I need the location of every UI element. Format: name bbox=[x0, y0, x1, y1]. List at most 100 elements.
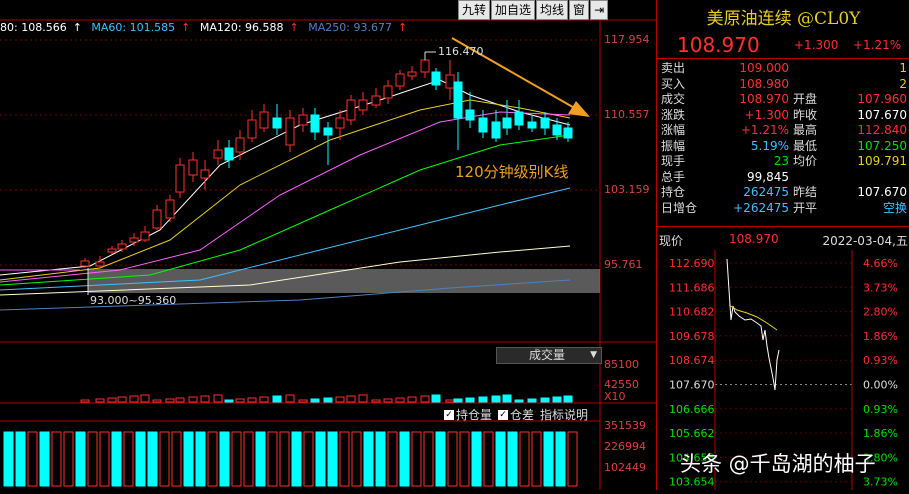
volume-bar bbox=[175, 397, 185, 403]
candle-body bbox=[285, 117, 295, 146]
intraday-price-tick: 110.682 bbox=[669, 306, 715, 319]
quote-field-label: 卖出 bbox=[661, 61, 686, 75]
window-button[interactable]: 窗 bbox=[569, 0, 590, 20]
candle-body bbox=[407, 71, 417, 77]
oi-bar bbox=[183, 431, 194, 487]
volume-bar bbox=[491, 395, 501, 403]
oi-bar bbox=[267, 431, 278, 487]
candle-body bbox=[552, 124, 562, 136]
moving-average-line bbox=[0, 187, 571, 291]
trend-arrow-head bbox=[568, 101, 590, 117]
candle-body bbox=[453, 81, 463, 119]
oi-bar bbox=[375, 431, 386, 487]
oi-bar bbox=[387, 431, 398, 487]
oi-checkbox-label: 持仓量 bbox=[456, 408, 493, 422]
oi-bar bbox=[99, 431, 110, 487]
intraday-price-tick: 108.674 bbox=[669, 354, 715, 367]
watermark: 头条 @千岛湖的柚子 bbox=[680, 452, 876, 476]
candle-body bbox=[200, 169, 210, 179]
quote-field-value: 108.970 bbox=[739, 92, 789, 106]
volume-bar bbox=[129, 395, 139, 403]
quote-field-label: 日增仓 bbox=[661, 200, 698, 215]
intraday-price-line bbox=[726, 258, 780, 391]
oi-bar bbox=[447, 431, 458, 487]
indicator-help-link[interactable]: 指标说明 bbox=[540, 408, 589, 422]
candle-body bbox=[80, 260, 90, 267]
quote-field-value: 108.980 bbox=[739, 76, 789, 91]
quote-field-label: 开平 bbox=[793, 200, 818, 215]
quote-field-value: +1.21% bbox=[740, 123, 789, 137]
oi-bar bbox=[171, 431, 182, 487]
volume-bar bbox=[213, 394, 223, 403]
add-watchlist-button[interactable]: 加自选 bbox=[491, 0, 536, 20]
oi-bar bbox=[231, 431, 242, 487]
oi-bar bbox=[483, 431, 494, 487]
volume-bar bbox=[188, 396, 198, 403]
candle-body bbox=[310, 114, 320, 133]
price-change-pct: +1.21% bbox=[853, 38, 902, 52]
quote-row: 买入 108.980 2 bbox=[659, 76, 909, 91]
intraday-price-tick: 105.662 bbox=[669, 427, 715, 440]
candle-body bbox=[540, 117, 550, 129]
checkbox-checked-icon: ✓ bbox=[444, 409, 454, 420]
oi-bar bbox=[435, 431, 446, 487]
candle-body bbox=[323, 127, 333, 136]
quote-row: 涨幅 +1.21% 最高 112.840 bbox=[659, 124, 909, 137]
volume-select[interactable]: 成交量 ▼ bbox=[496, 347, 602, 364]
volume-bar bbox=[478, 396, 488, 403]
intraday-pct-tick: 4.66% bbox=[863, 257, 898, 270]
oi-bar bbox=[303, 431, 314, 487]
oi-bar bbox=[423, 431, 434, 487]
candle-body bbox=[298, 114, 308, 126]
intraday-pct-tick: 0.93% bbox=[863, 403, 898, 416]
support-zone bbox=[88, 269, 600, 293]
price-change: +1.300 bbox=[794, 38, 839, 52]
quote-row: 振幅 5.19% 最低 107.250 bbox=[659, 139, 909, 153]
candle-body bbox=[502, 117, 512, 129]
volume-bars bbox=[80, 394, 573, 403]
volume-bar bbox=[407, 396, 417, 403]
intraday-price-tick: 109.678 bbox=[669, 330, 715, 343]
kline-chart[interactable]: 80: 108.566 ↑ MA60: 101.585 ↑ MA120: 96.58… bbox=[0, 0, 656, 490]
price-tick: 117.954 bbox=[604, 33, 650, 46]
oi-bar bbox=[87, 431, 98, 487]
zone-label: 93.000~95.360 bbox=[90, 294, 177, 307]
volume-bar bbox=[563, 395, 573, 403]
ma-button[interactable]: 均线 bbox=[536, 0, 569, 20]
chevron-down-icon: ▼ bbox=[590, 350, 597, 360]
quote-field-value: 107.670 bbox=[857, 185, 907, 199]
diff-checkbox[interactable]: ✓ 仓差 bbox=[498, 406, 534, 423]
volume-bar bbox=[502, 394, 512, 403]
jiuzhuan-button[interactable]: 九转 bbox=[458, 0, 491, 20]
quote-row: 现手 23 均价 109.791 bbox=[659, 155, 909, 168]
moving-average-line bbox=[0, 134, 571, 286]
quote-field-label: 昨结 bbox=[793, 185, 818, 199]
volume-bar bbox=[527, 398, 537, 403]
oi-bar bbox=[411, 431, 422, 487]
price-tick: 95.761 bbox=[604, 258, 643, 271]
volume-bar bbox=[298, 399, 308, 403]
oi-bar bbox=[507, 431, 518, 487]
quote-row: 总手 99,845 bbox=[659, 169, 909, 184]
moving-average-line bbox=[0, 245, 571, 296]
intraday-chart[interactable]: 112.690 4.66% 111.686 3.73% 110.682 2.80% 109.… bbox=[657, 250, 909, 490]
candle-body bbox=[140, 231, 150, 241]
volume-bar bbox=[259, 396, 269, 403]
intraday-pct-tick: 0.00% bbox=[863, 379, 898, 392]
oi-bar bbox=[195, 431, 206, 487]
expand-icon[interactable]: ⇥ bbox=[590, 0, 609, 20]
intraday-pct-tick: 3.73% bbox=[863, 281, 898, 294]
quote-field-value: 23 bbox=[773, 154, 789, 168]
volume-bar bbox=[165, 398, 175, 403]
oi-bar bbox=[291, 431, 302, 487]
price-tick: 103.159 bbox=[604, 183, 650, 196]
quote-field-label: 最高 bbox=[793, 123, 818, 137]
volume-bar bbox=[552, 396, 562, 403]
quote-field-value: 99,845 bbox=[747, 169, 789, 184]
quote-field-value: 2 bbox=[899, 76, 907, 91]
oi-checkbox[interactable]: ✓ 持仓量 bbox=[444, 406, 492, 423]
checkbox-checked-icon: ✓ bbox=[498, 409, 509, 420]
oi-bar bbox=[3, 431, 14, 487]
intraday-pct-tick: 1.86% bbox=[863, 427, 898, 440]
quote-field-label: 买入 bbox=[661, 76, 686, 91]
